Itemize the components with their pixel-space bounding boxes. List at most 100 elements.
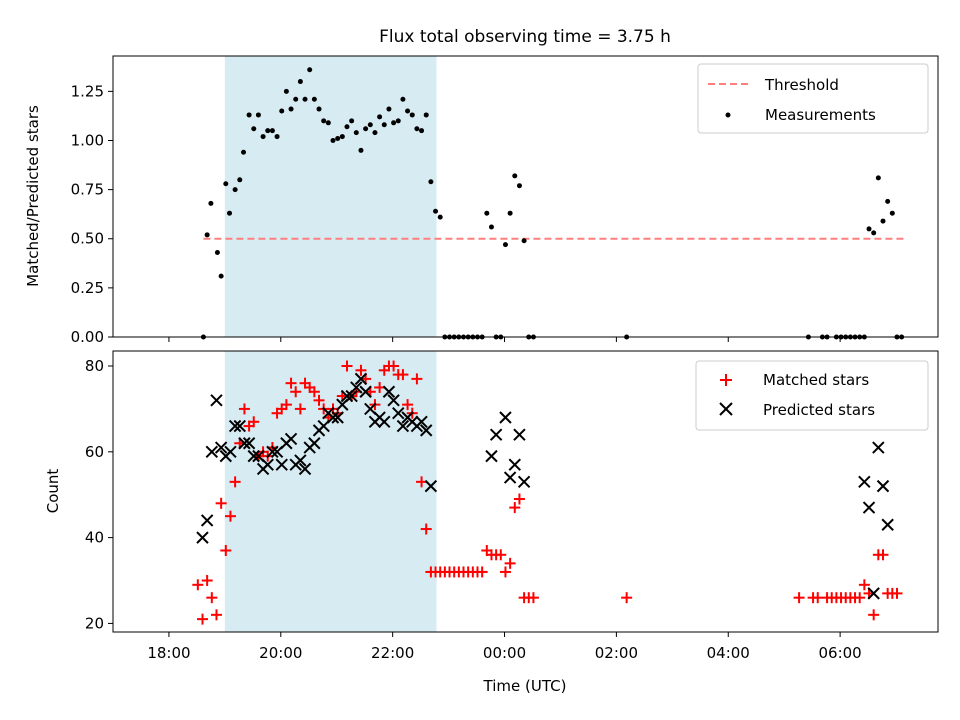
measurement-point	[297, 79, 303, 85]
matched-star-point	[793, 592, 805, 604]
x-tick-label: 22:00	[371, 644, 414, 662]
measurement-point	[419, 128, 425, 134]
matched-star-point	[308, 386, 320, 398]
matched-star-point	[210, 609, 222, 621]
measurement-point	[405, 108, 411, 114]
measurement-point	[269, 128, 275, 134]
measurement-point	[409, 112, 415, 118]
measurement-point	[344, 124, 350, 130]
matched-star-point	[280, 399, 292, 411]
predicted-star-point	[196, 531, 209, 544]
bottom-y-axis-label: Count	[44, 469, 62, 514]
measurement-point	[386, 106, 392, 112]
measurement-point	[316, 106, 322, 112]
measurement-point	[241, 149, 247, 155]
measurement-point	[339, 134, 345, 140]
predicted-star-point	[354, 372, 368, 386]
top-panel: 0.00 0.25 0.50 0.75 1.00 1.25 Matched/Predict…	[24, 55, 939, 346]
predicted-star-point	[858, 475, 871, 489]
predicted-star-point	[266, 445, 279, 459]
top-legend: Threshold Measurements	[697, 63, 929, 134]
measurement-point	[321, 118, 327, 124]
predicted-star-point	[214, 441, 228, 454]
predicted-star-point	[261, 458, 274, 471]
predicted-star-point	[876, 479, 890, 493]
measurement-point	[274, 134, 280, 140]
matched-star-point	[220, 544, 232, 556]
matched-star-point	[495, 549, 507, 561]
predicted-star-point	[387, 394, 400, 407]
predicted-star-point	[205, 445, 219, 459]
predicted-star-point	[392, 406, 405, 420]
measurement-point	[227, 210, 233, 216]
top-y-tick-label: 0.00	[71, 328, 104, 346]
measurement-point	[521, 238, 527, 244]
legend-measurement-label: Measurements	[765, 106, 876, 124]
measurement-point	[307, 67, 313, 73]
bottom-legend-box	[695, 360, 929, 431]
measurement-point	[880, 218, 886, 224]
matched-star-point	[868, 609, 880, 621]
matched-star-point	[388, 360, 400, 372]
matched-star-point	[215, 497, 227, 509]
legend-threshold-label: Threshold	[764, 76, 839, 94]
measurement-point	[512, 173, 518, 179]
measurement-point	[516, 183, 522, 189]
matched-star-point	[420, 523, 432, 535]
predicted-star-point	[298, 462, 312, 476]
predicted-star-point	[275, 458, 288, 471]
measurement-point	[204, 232, 210, 238]
measurement-point	[293, 96, 299, 102]
measurement-point	[414, 126, 420, 132]
predicted-star-point	[499, 411, 512, 424]
predicted-star-point	[517, 475, 531, 489]
matched-star-point	[812, 592, 824, 604]
predicted-star-point	[867, 587, 880, 600]
measurement-point	[875, 175, 881, 181]
bottom-panel: 18:00 20:00 22:00 00:00 02:00 04:00 06:00 20 40…	[44, 350, 939, 695]
predicted-star-point	[308, 437, 321, 450]
predicted-star-point	[489, 428, 503, 441]
predicted-star-point	[294, 454, 307, 467]
matched-star-point	[313, 394, 325, 406]
legend-matched-label: Matched stars	[763, 371, 869, 389]
predicted-star-point	[359, 385, 372, 398]
measurement-point	[208, 200, 214, 206]
legend-matched-swatch	[720, 374, 732, 386]
matched-star-point	[192, 579, 204, 591]
matched-star-point	[858, 579, 870, 591]
top-y-tick-label: 0.25	[71, 279, 104, 297]
predicted-star-point	[224, 445, 237, 459]
x-tick-label: 02:00	[595, 644, 638, 662]
measurement-point	[237, 177, 243, 183]
legend-measurement-swatch	[725, 112, 731, 118]
top-x-ticks	[168, 337, 841, 342]
measurement-point	[358, 147, 364, 153]
measurement-point	[265, 128, 271, 134]
matched-star-point	[411, 373, 423, 385]
bottom-y-tick-label: 40	[85, 529, 104, 547]
bottom-y-tick-label: 60	[85, 443, 104, 461]
matched-star-point	[341, 360, 353, 372]
measurement-point	[391, 120, 397, 126]
bottom-x-ticks: 18:00 20:00 22:00 00:00 02:00 04:00 06:00	[147, 632, 862, 662]
x-tick-label: 06:00	[819, 644, 862, 662]
top-axes-frame	[112, 55, 939, 338]
chart-title: Flux total observing time = 3.75 h	[379, 27, 671, 47]
top-y-tick-label: 0.75	[71, 181, 104, 199]
matched-star-point	[891, 587, 903, 599]
measurement-point	[372, 130, 378, 136]
matched-star-point	[504, 557, 516, 569]
predicted-star-point	[872, 441, 885, 454]
measurement-point	[246, 112, 252, 118]
top-y-ticks: 0.00 0.25 0.50 0.75 1.00 1.25	[71, 82, 113, 346]
bottom-y-tick-label: 80	[85, 357, 104, 375]
predicted-star-point	[485, 449, 498, 463]
matched-star-point	[402, 399, 414, 411]
legend-predicted-swatch	[719, 402, 733, 416]
top-y-axis-label: Matched/Predicted stars	[24, 105, 42, 287]
matched-star-point	[527, 592, 539, 604]
predicted-star-points	[196, 372, 894, 600]
measurement-point	[223, 181, 229, 187]
